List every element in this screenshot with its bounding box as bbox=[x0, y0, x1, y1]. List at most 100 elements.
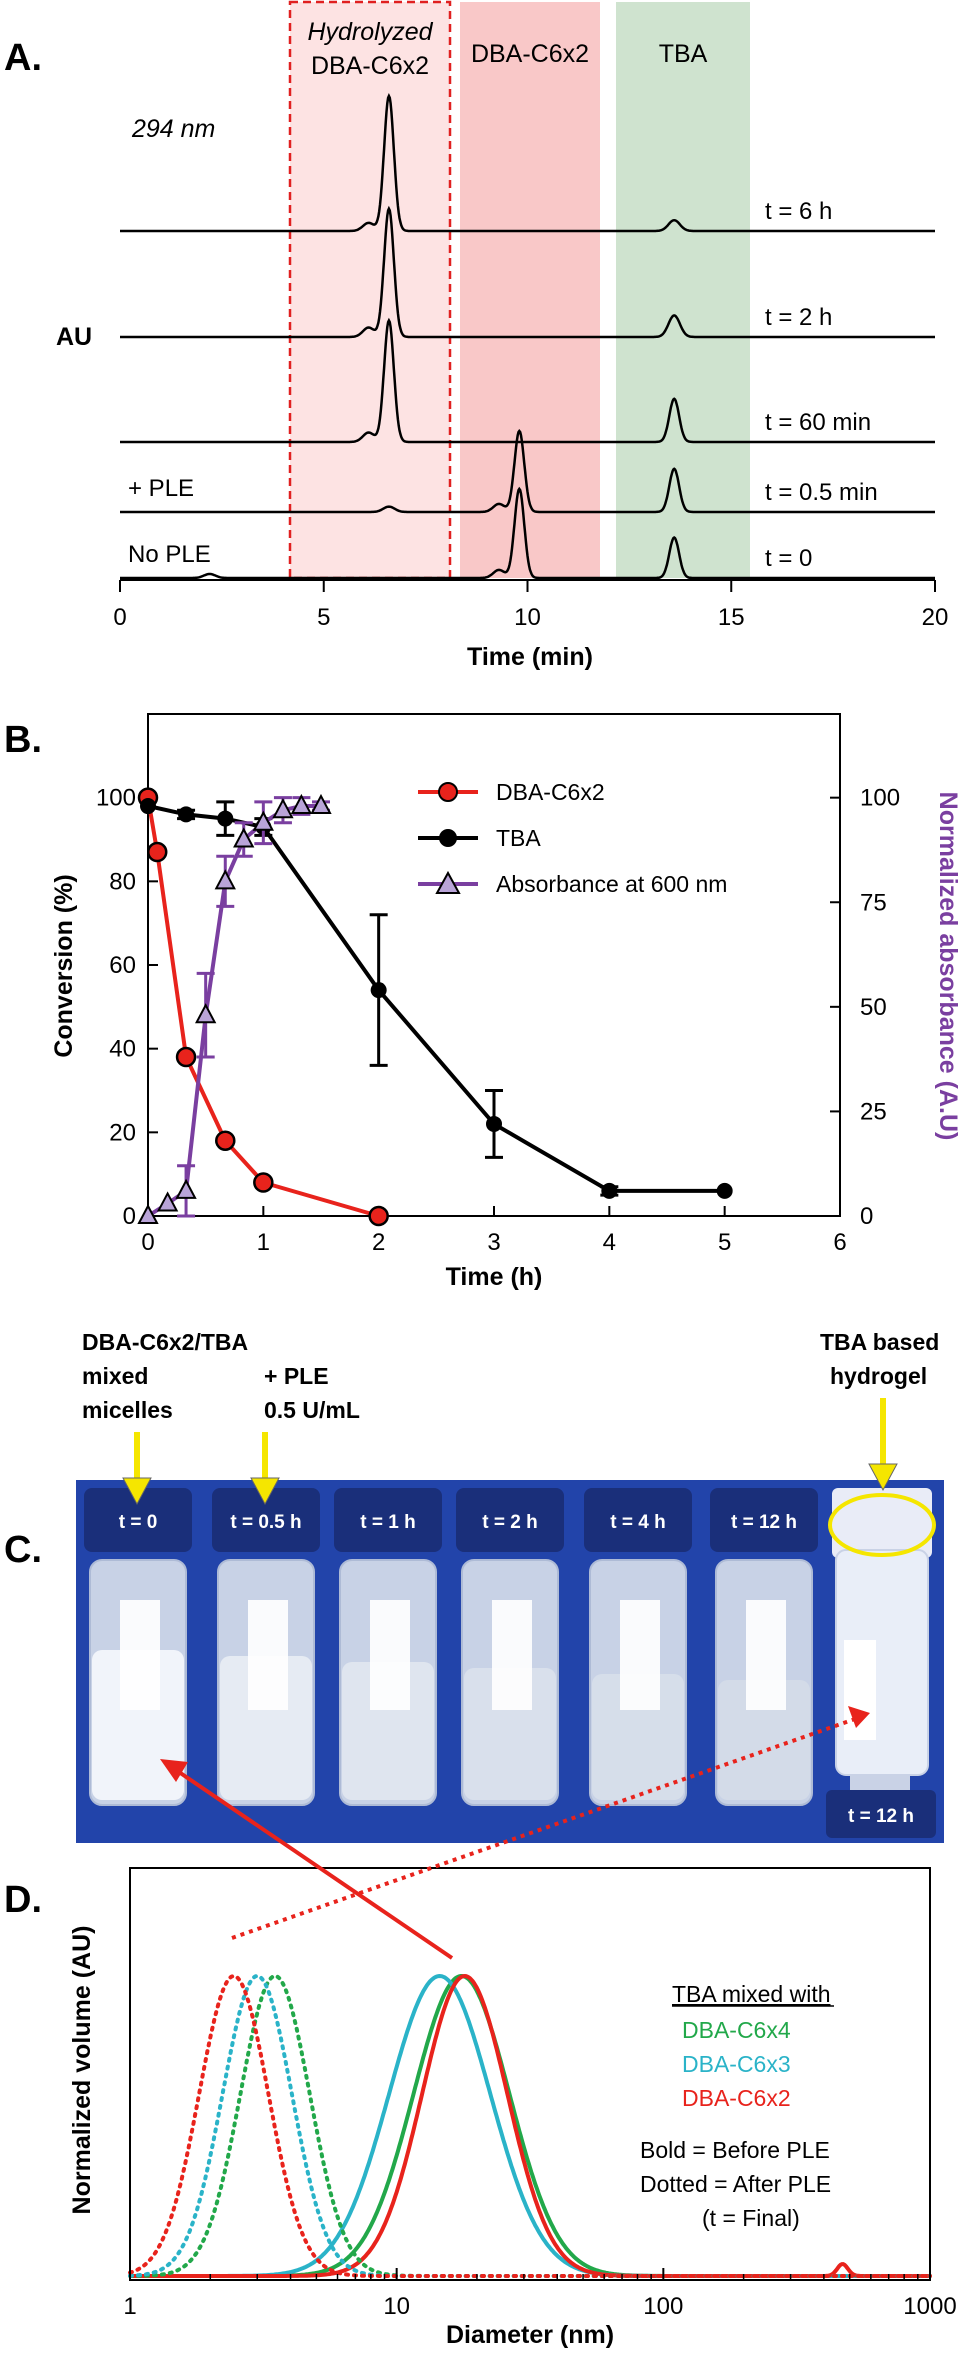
panel-c-header-left-3: micelles bbox=[82, 1397, 173, 1423]
vial-label-sticker bbox=[492, 1600, 532, 1710]
vial-label-sticker bbox=[248, 1600, 288, 1710]
y-tick-label: 0 bbox=[123, 1203, 136, 1230]
panel-c-header-left-1: DBA-C6x2/TBA bbox=[82, 1329, 248, 1355]
panel-d-xlabel: Diameter (nm) bbox=[446, 2321, 614, 2349]
vial-cap bbox=[212, 1488, 320, 1552]
size-distribution-solid bbox=[130, 1973, 930, 2278]
chromatogram-trace bbox=[120, 486, 935, 580]
region-dba-label: DBA-C6x2 bbox=[471, 40, 589, 68]
chromatogram-traces: t = 6 h t = 2 h t = 60 min t = 0.5 min + PLE… bbox=[120, 93, 935, 580]
chromatogram-trace bbox=[120, 428, 935, 514]
vial-cap bbox=[334, 1488, 442, 1552]
chromatogram-trace bbox=[120, 317, 935, 444]
data-point bbox=[175, 1178, 197, 1199]
data-point bbox=[716, 1182, 733, 1199]
panel-d-legend: TBA mixed with DBA-C6x4 DBA-C6x3 DBA-C6x… bbox=[640, 1981, 834, 2231]
data-point bbox=[195, 1003, 217, 1024]
panel-d-series bbox=[128, 1973, 932, 2278]
vial-time-label: t = 0.5 h bbox=[230, 1512, 301, 1533]
panel-a-xlabel: Time (min) bbox=[467, 643, 593, 671]
data-point bbox=[272, 798, 294, 819]
legend-label-tba: TBA bbox=[496, 825, 541, 851]
trace-time-label: t = 6 h bbox=[765, 198, 832, 225]
data-point bbox=[156, 1191, 179, 1212]
vial-time-label: t = 12 h bbox=[731, 1512, 797, 1533]
region-tba bbox=[616, 2, 750, 578]
y2-tick-label: 25 bbox=[860, 1098, 887, 1125]
y2-tick-label: 0 bbox=[860, 1203, 873, 1230]
data-point bbox=[253, 1172, 274, 1193]
panel-b-y2label: Normalized absorbance (A.U) bbox=[934, 792, 962, 1141]
size-distribution-solid bbox=[130, 1974, 930, 2278]
region-hydrolyzed bbox=[288, 0, 452, 580]
vial-time-label: t = 4 h bbox=[610, 1512, 665, 1533]
data-point bbox=[214, 869, 236, 890]
x-tick-label: 0 bbox=[141, 1229, 154, 1256]
x-tick-label: 10 bbox=[514, 604, 541, 631]
x-tick-label: 100 bbox=[643, 2293, 683, 2320]
vial-cap bbox=[456, 1488, 564, 1552]
region-hydrolyzed-label-1: Hydrolyzed bbox=[307, 18, 433, 46]
vial-label-sticker bbox=[746, 1600, 786, 1710]
legend-marker-dba bbox=[438, 782, 458, 802]
panel-c-header-right-2: hydrogel bbox=[830, 1363, 927, 1389]
panel-b-ylabel: Conversion (%) bbox=[50, 874, 78, 1057]
panel-c: C. DBA-C6x2/TBA mixed micelles + PLE 0.5… bbox=[4, 1329, 944, 1843]
data-point bbox=[310, 793, 332, 815]
connector-arrows bbox=[160, 1706, 870, 1960]
panel-b-label: B. bbox=[4, 719, 42, 761]
y-tick-label: 60 bbox=[109, 952, 136, 979]
panel-d-x-ticks: 1 10 100 1000 bbox=[123, 2268, 957, 2320]
panel-b-legend: DBA-C6x2 TBA Absorbance at 600 nm bbox=[418, 779, 727, 897]
x-tick-label: 3 bbox=[487, 1229, 500, 1256]
hydrogel-circle bbox=[828, 1493, 936, 1557]
vial-contents bbox=[342, 1662, 434, 1800]
trace-time-label: t = 2 h bbox=[765, 304, 832, 331]
panel-d-frame bbox=[129, 1867, 931, 2281]
size-distribution-dotted bbox=[128, 1973, 932, 2278]
vial-label-sticker bbox=[120, 1600, 160, 1710]
y-tick-label: 40 bbox=[109, 1036, 136, 1063]
series-line bbox=[146, 804, 321, 1218]
trace-side-label: + PLE bbox=[128, 475, 194, 502]
region-tba-label: TBA bbox=[659, 40, 708, 68]
panel-c-header-right-1: TBA based bbox=[820, 1329, 939, 1355]
panel-c-label: C. bbox=[4, 1529, 42, 1571]
y-tick-label: 100 bbox=[96, 785, 136, 812]
chromatogram-trace bbox=[120, 93, 935, 233]
vial-contents bbox=[92, 1650, 184, 1800]
vial-time-label: t = 0 bbox=[119, 1512, 158, 1533]
vial-time-label: t = 1 h bbox=[360, 1512, 415, 1533]
note-dotted: Dotted = After PLE bbox=[640, 2171, 831, 2197]
trace-time-label: t = 0.5 min bbox=[765, 479, 878, 506]
x-tick-label: 0 bbox=[113, 604, 126, 631]
x-tick-label: 5 bbox=[718, 1229, 731, 1256]
data-point bbox=[175, 1046, 197, 1068]
x-tick-label: 1000 bbox=[903, 2293, 956, 2320]
panel-a: A. Hydrolyzed DBA-C6x2 DBA-C6x2 TBA 294 … bbox=[4, 0, 948, 671]
panel-c-header-left-2: mixed bbox=[82, 1363, 148, 1389]
note-bold: Bold = Before PLE bbox=[640, 2137, 830, 2163]
region-hydrolyzed-label-2: DBA-C6x2 bbox=[311, 52, 429, 80]
size-distribution-dotted bbox=[128, 1973, 932, 2278]
data-point bbox=[178, 806, 195, 823]
x-tick-label: 4 bbox=[603, 1229, 616, 1256]
panel-a-label: A. bbox=[4, 37, 42, 79]
data-point bbox=[146, 841, 168, 863]
vial-contents bbox=[464, 1668, 556, 1800]
panel-c-header-mid-2: 0.5 U/mL bbox=[264, 1397, 360, 1423]
inverted-vial-cap bbox=[826, 1790, 936, 1838]
panel-d-label: D. bbox=[4, 1879, 42, 1921]
data-point bbox=[140, 798, 156, 815]
data-point bbox=[601, 1182, 618, 1199]
data-point bbox=[217, 810, 234, 827]
x-tick-label: 1 bbox=[257, 1229, 270, 1256]
legend-label-abs: Absorbance at 600 nm bbox=[496, 871, 727, 897]
legend-title: TBA mixed with bbox=[672, 1981, 831, 2007]
panel-d: D. 1 10 100 1000 Normalized volume (AU) Dia… bbox=[4, 1867, 957, 2349]
panel-a-x-ticks: 0 5 10 15 20 bbox=[113, 580, 948, 631]
x-tick-label: 10 bbox=[383, 2293, 410, 2320]
chromatogram-trace bbox=[120, 205, 935, 339]
data-point bbox=[252, 810, 274, 831]
